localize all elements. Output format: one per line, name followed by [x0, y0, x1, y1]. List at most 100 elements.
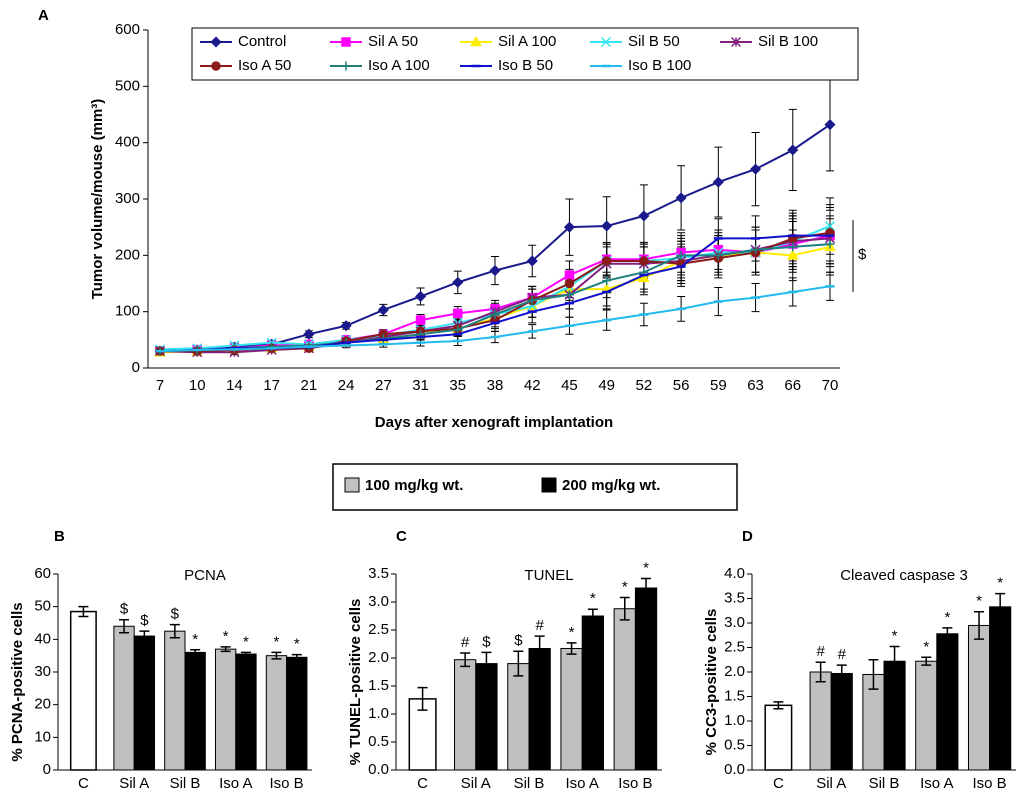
- legend-box: [191, 27, 859, 81]
- bar: [764, 704, 793, 771]
- y-tick-label: 2.5: [724, 638, 745, 655]
- bar: [809, 671, 832, 771]
- marker: [564, 290, 574, 300]
- error-bar: [139, 630, 150, 642]
- y-axis-label: Tumor volume/mouse (mm³): [89, 99, 106, 300]
- x-tick-label: 70: [822, 377, 839, 394]
- bar-annotation: $: [171, 606, 180, 623]
- marker: [564, 270, 575, 280]
- marker: [712, 176, 724, 188]
- bar-annotation: *: [643, 559, 649, 576]
- marker: [824, 221, 836, 232]
- x-tick-label: 59: [710, 377, 727, 394]
- x-tick-label: Iso B: [973, 775, 1007, 792]
- bar-annotation: *: [274, 633, 280, 650]
- bar: [528, 647, 551, 771]
- marker: [638, 271, 650, 283]
- error-bar: [513, 650, 524, 677]
- legend-label: Sil A 100: [498, 33, 556, 50]
- bar-annotation: *: [294, 636, 300, 653]
- x-tick-label: 31: [412, 377, 429, 394]
- x-tick-label: Iso A: [920, 775, 953, 792]
- bar: [613, 608, 636, 771]
- y-tick-label: 600: [115, 21, 140, 38]
- y-tick-label: 4.0: [724, 565, 745, 582]
- y-tick-label: 500: [115, 77, 140, 94]
- error-bar: [481, 651, 492, 676]
- x-tick-label: 24: [338, 377, 355, 394]
- marker: [470, 35, 482, 47]
- panel-label: C: [396, 528, 407, 545]
- y-tick-label: 2.5: [368, 621, 389, 638]
- marker: [713, 250, 723, 260]
- marker: [563, 221, 576, 233]
- x-tick-label: 63: [747, 377, 764, 394]
- bar-annotation: *: [622, 578, 628, 595]
- bar-annotation: #: [838, 646, 847, 663]
- marker: [377, 304, 389, 316]
- marker: [452, 276, 464, 288]
- y-tick-label: 60: [34, 565, 51, 582]
- bar: [989, 606, 1012, 771]
- y-tick-label: 30: [34, 663, 51, 680]
- bar: [936, 633, 959, 771]
- x-tick-label: Iso A: [566, 775, 599, 792]
- error-bar: [889, 645, 900, 677]
- marker: [341, 37, 351, 47]
- x-tick-label: Iso B: [618, 775, 652, 792]
- marker: [787, 144, 799, 156]
- error-bar: [417, 686, 428, 711]
- y-axis-label: % TUNEL-positive cells: [347, 599, 364, 766]
- marker: [211, 61, 221, 71]
- chart-title: PCNA: [184, 567, 226, 584]
- error-bar: [974, 610, 985, 640]
- error-bar: [534, 635, 545, 662]
- marker: [676, 250, 686, 260]
- y-tick-label: 3.0: [724, 614, 745, 631]
- y-tick-label: 1.0: [724, 712, 745, 729]
- marker: [601, 256, 612, 266]
- bar: [560, 647, 583, 771]
- bar-annotation: #: [461, 634, 470, 651]
- legend-label: Iso A 50: [238, 57, 291, 74]
- y-tick-label: 0: [43, 761, 51, 778]
- panel-label: B: [54, 528, 65, 545]
- x-tick-label: 52: [636, 377, 653, 394]
- y-tick-label: 0.5: [368, 733, 389, 750]
- marker: [788, 242, 798, 252]
- bar: [265, 655, 288, 771]
- bar-annotation: *: [976, 593, 982, 610]
- marker: [526, 255, 538, 267]
- marker: [527, 295, 537, 305]
- error-bar: [587, 608, 598, 624]
- bar-annotation: $: [120, 601, 129, 618]
- error-bar: [995, 592, 1006, 621]
- marker: [751, 245, 761, 255]
- error-bar: [619, 596, 630, 621]
- bar: [634, 587, 658, 771]
- legend-label: Sil B 100: [758, 33, 818, 50]
- chart-title: Cleaved caspase 3: [840, 567, 968, 584]
- bar: [184, 651, 206, 771]
- panel-label: D: [742, 528, 753, 545]
- legend-label: Iso B 50: [498, 57, 553, 74]
- x-tick-label: Sil A: [461, 775, 491, 792]
- bar-annotation: *: [997, 575, 1003, 592]
- marker: [564, 278, 575, 289]
- y-tick-label: 3.5: [368, 565, 389, 582]
- y-tick-label: 0.0: [368, 761, 389, 778]
- bar: [286, 656, 308, 771]
- bar: [133, 635, 156, 771]
- bar: [235, 653, 257, 771]
- x-tick-label: C: [78, 775, 89, 792]
- bar: [830, 672, 853, 771]
- x-tick-label: 27: [375, 377, 392, 394]
- error-bar: [921, 656, 932, 666]
- x-tick-label: Iso A: [219, 775, 252, 792]
- y-tick-label: 1.5: [368, 677, 389, 694]
- x-tick-label: Sil B: [869, 775, 900, 792]
- marker: [824, 119, 836, 131]
- y-tick-label: 0: [132, 359, 140, 376]
- x-tick-label: Sil B: [514, 775, 545, 792]
